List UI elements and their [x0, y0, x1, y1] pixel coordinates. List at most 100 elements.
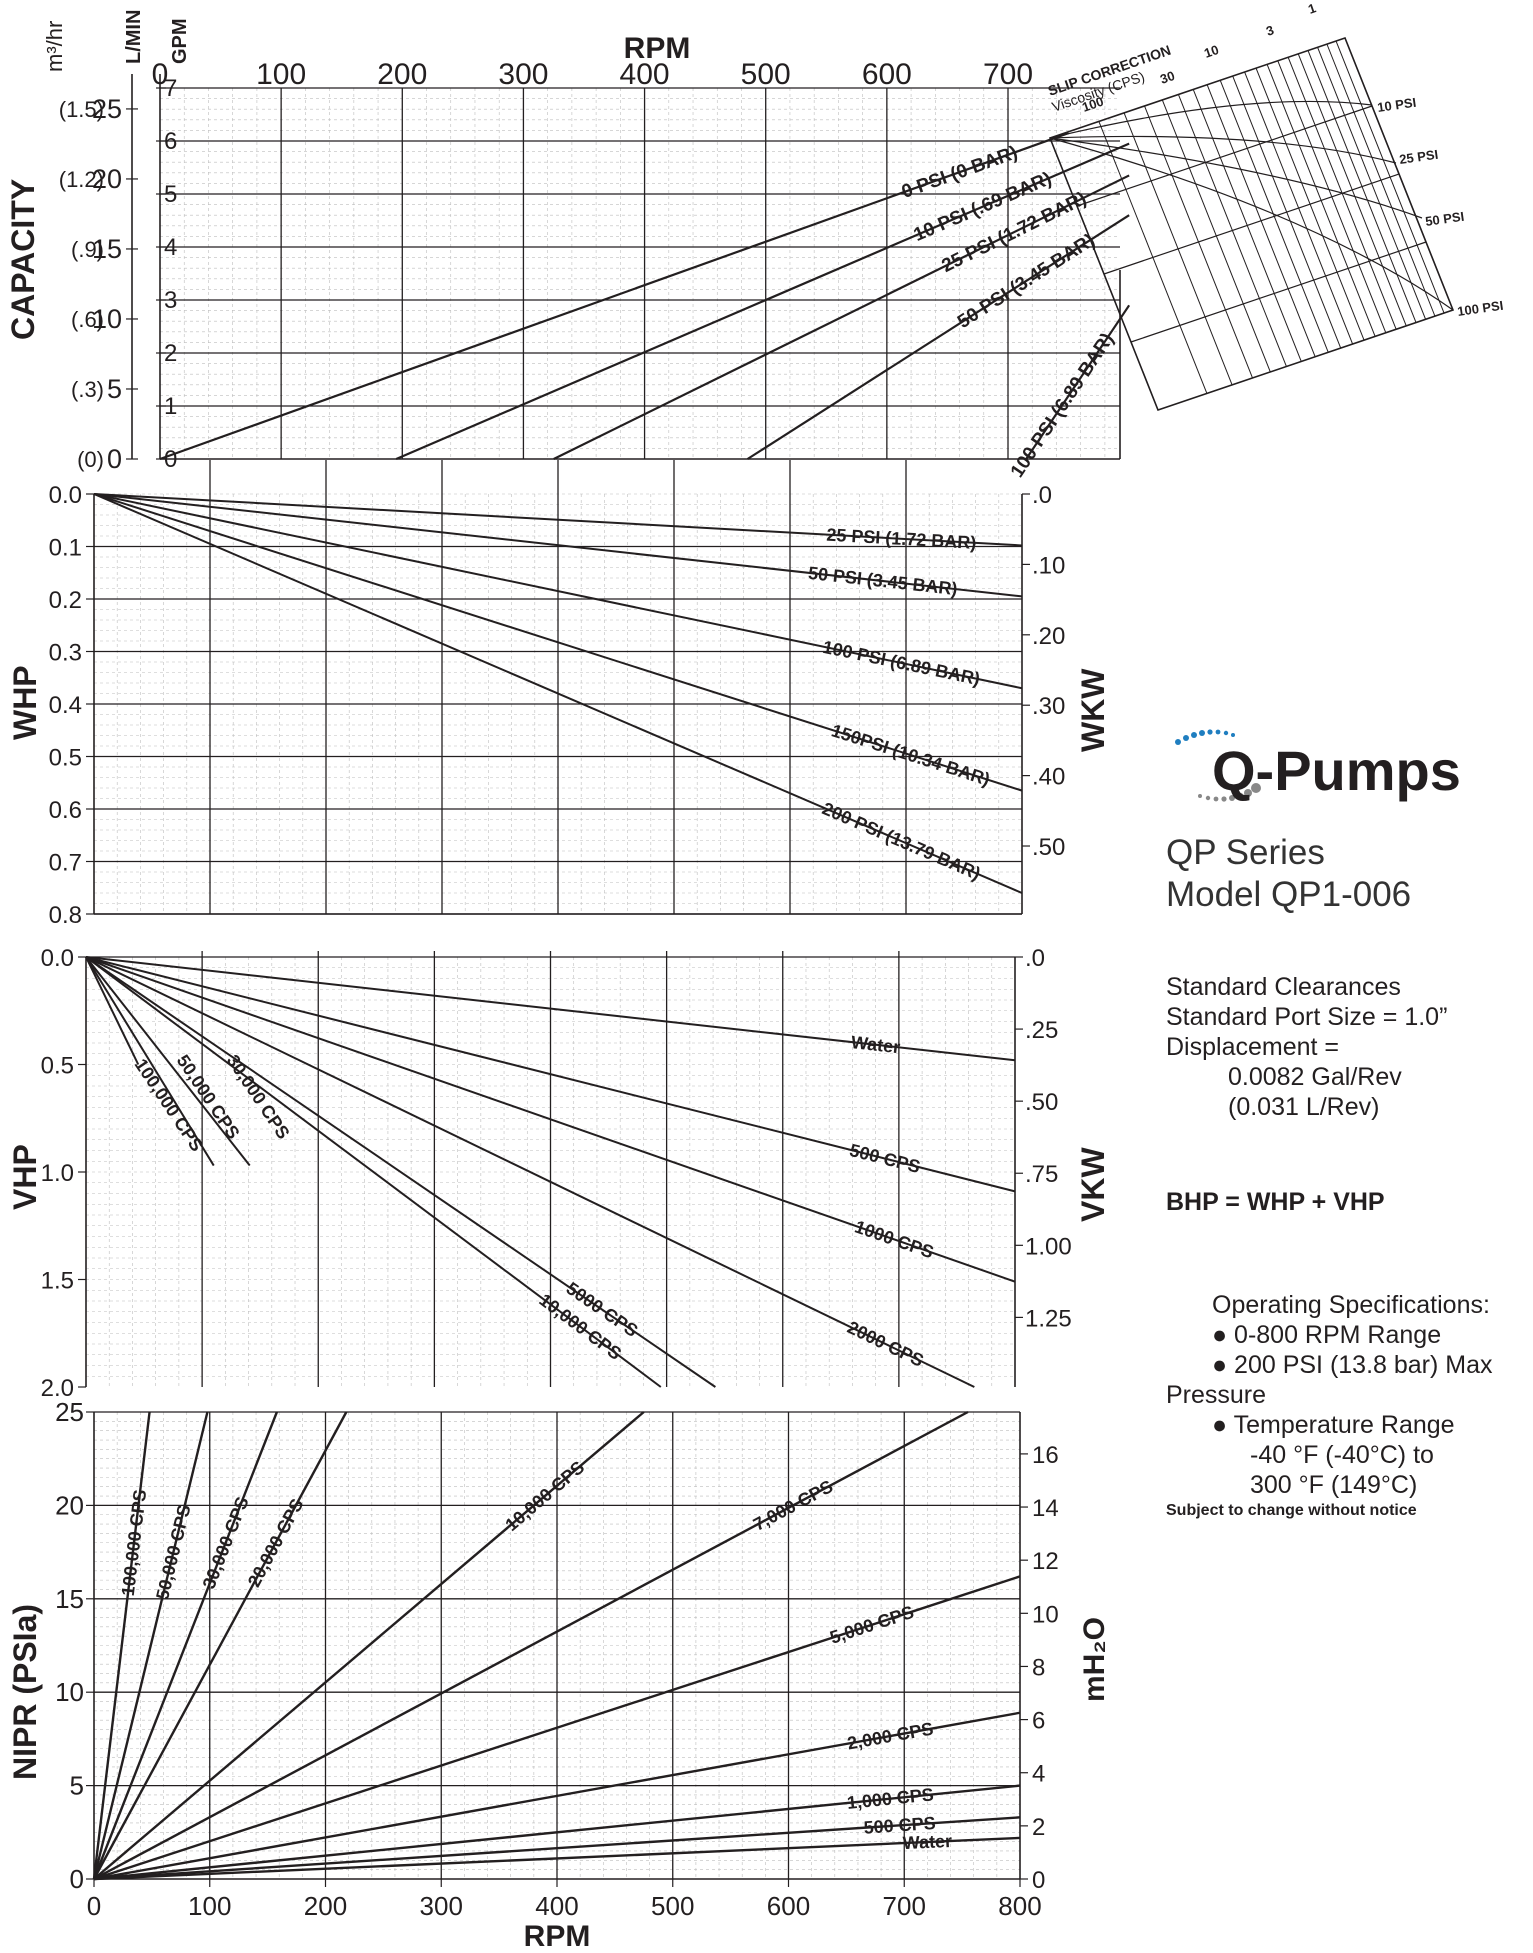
operating-temp-text: Temperature Range: [1233, 1411, 1455, 1439]
whp-axis-title: WHP: [7, 665, 43, 740]
slip-pressure-label: 10 PSI: [1376, 95, 1417, 115]
slip-curve: [1049, 137, 1454, 311]
viscosity-label: 100: [1080, 94, 1105, 115]
mh2o-axis-title: mH₂O: [1078, 1617, 1111, 1702]
vhp-line: [85, 956, 1016, 1283]
nipr-line: [92, 1411, 279, 1880]
bullet-icon: ●: [1212, 1321, 1235, 1349]
vkw-tick-label: .25: [1025, 1017, 1058, 1044]
vhp-tick-label: 1.5: [41, 1268, 74, 1295]
lmin-tick-label: 15: [92, 234, 122, 264]
nipr-line: [93, 1575, 1021, 1881]
vhp-line: [85, 956, 140, 1065]
vhp-tick-label: 1.0: [41, 1160, 74, 1187]
operating-item-pressure: ● 200 PSI (13.8 bar) Max: [1166, 1350, 1533, 1380]
spec-displacement-label: Displacement =: [1166, 1033, 1339, 1061]
mh2o-tick-label: 12: [1032, 1548, 1059, 1575]
slip-pressure-line: [1076, 105, 1373, 207]
whp-line: [93, 493, 1023, 598]
nipr-x-tick-label: 500: [651, 1891, 694, 1921]
vhp-line: [85, 956, 1016, 1062]
vhp-line: [85, 956, 975, 1388]
m3hr-tick-label: (.9): [71, 237, 104, 262]
x-axis-title: RPM: [624, 32, 691, 65]
vkw-tick-label: .0: [1025, 945, 1045, 972]
nipr-line: [93, 1816, 1021, 1881]
nipr-x-tick-label: 200: [304, 1891, 347, 1921]
vhp-axis-title: VHP: [7, 1144, 43, 1210]
lmin-tick-label: 20: [92, 164, 122, 194]
nipr-line: [93, 1411, 645, 1880]
whp-tick-label: 0.7: [49, 850, 82, 877]
x-tick-label: 400: [620, 58, 670, 91]
nipr-line: [93, 1410, 969, 1881]
vkw-axis-title: VKW: [1075, 1147, 1111, 1222]
whp-line: [93, 493, 1023, 894]
wkw-tick-label: .20: [1032, 623, 1065, 650]
whp-line-label: 100 PSI (6.89 BAR): [821, 637, 982, 689]
notice-text: Subject to change without notice: [1166, 1502, 1417, 1519]
model-heading: QP Series Model QP1-006: [1166, 832, 1411, 916]
wkw-tick-label: .0: [1032, 482, 1052, 509]
logo-text: Q-Pumps: [1212, 739, 1461, 802]
nipr-line-label: 1,000 CPS: [846, 1784, 935, 1813]
x-tick-label: 300: [498, 58, 548, 91]
operating-item-rpm: ● 0-800 RPM Range: [1166, 1320, 1533, 1350]
vkw-tick-label: .50: [1025, 1089, 1058, 1116]
capacity-line: [746, 214, 1130, 460]
vhp-tick-label: 0.0: [41, 945, 74, 972]
y-axis-title: CAPACITY: [5, 179, 41, 340]
mh2o-tick-label: 2: [1032, 1814, 1045, 1841]
nipr-line: [92, 1411, 348, 1880]
lmin-tick-label: 10: [92, 304, 122, 334]
mh2o-tick-label: 8: [1032, 1654, 1045, 1681]
whp-line: [93, 493, 1023, 547]
capacity-line: [1025, 304, 1131, 460]
spec-displacement-l: (0.031 L/Rev): [1228, 1093, 1380, 1121]
wkw-tick-label: .40: [1032, 764, 1065, 791]
slip-pressure-label: 50 PSI: [1424, 209, 1465, 229]
vkw-tick-label: .75: [1025, 1161, 1058, 1188]
m3hr-tick-label: (.3): [71, 377, 104, 402]
vhp-line-label: Water: [850, 1032, 901, 1057]
bhp-formula: BHP = WHP + VHP: [1166, 1188, 1385, 1216]
nipr-x-tick-label: 600: [767, 1891, 810, 1921]
spec-block: Standard Clearances Standard Port Size =…: [1166, 972, 1447, 1122]
whp-tick-label: 0.3: [49, 640, 82, 667]
spec-port-size: Standard Port Size = 1.0”: [1166, 1003, 1448, 1031]
whp-tick-label: 0.6: [49, 797, 82, 824]
whp-line-label: 150PSI (10.34 BAR): [829, 720, 992, 789]
nipr-axis-title: NIPR (PSIa): [7, 1604, 43, 1780]
operating-temp-low: -40 °F (-40°C) to: [1250, 1441, 1434, 1469]
m3hr-tick-label: (0): [77, 447, 104, 472]
whp-tick-label: 0.0: [49, 482, 82, 509]
slip-pressure-label: 25 PSI: [1398, 147, 1439, 167]
slip-curve: [1049, 137, 1423, 219]
gpm-tick-label: 3: [164, 287, 177, 314]
mh2o-tick-label: 10: [1032, 1601, 1059, 1628]
bullet-icon: ●: [1212, 1411, 1234, 1439]
slip-curve: [1049, 100, 1373, 139]
nipr-tick-label: 0: [70, 1864, 84, 1894]
slip-pressure-line: [1103, 173, 1400, 275]
nipr-line-label: 2,000 CPS: [846, 1718, 935, 1753]
unit-gpm: GPM: [169, 18, 191, 64]
nipr-tick-label: 10: [55, 1677, 84, 1707]
nipr-x-tick-label: 0: [87, 1891, 101, 1921]
nipr-tick-label: 25: [55, 1397, 84, 1427]
nipr-line-label: 500 CPS: [863, 1813, 936, 1838]
capacity-line: [159, 132, 1069, 461]
nipr-line: [92, 1411, 151, 1880]
operating-pressure-text: 200 PSI (13.8 bar) Max: [1234, 1351, 1493, 1379]
viscosity-label: 30: [1158, 68, 1177, 87]
vkw-tick-label: 1.25: [1025, 1305, 1072, 1332]
vhp-line: [85, 956, 1016, 1193]
nipr-x-axis-title: RPM: [524, 1920, 591, 1953]
nipr-x-tick-label: 100: [188, 1891, 231, 1921]
nipr-tick-label: 20: [55, 1490, 84, 1520]
whp-line-label: 200 PSI (13.79 BAR): [819, 798, 983, 884]
lmin-tick-label: 25: [92, 94, 122, 124]
mh2o-tick-label: 16: [1032, 1442, 1059, 1469]
whp-tick-label: 0.1: [49, 535, 82, 562]
